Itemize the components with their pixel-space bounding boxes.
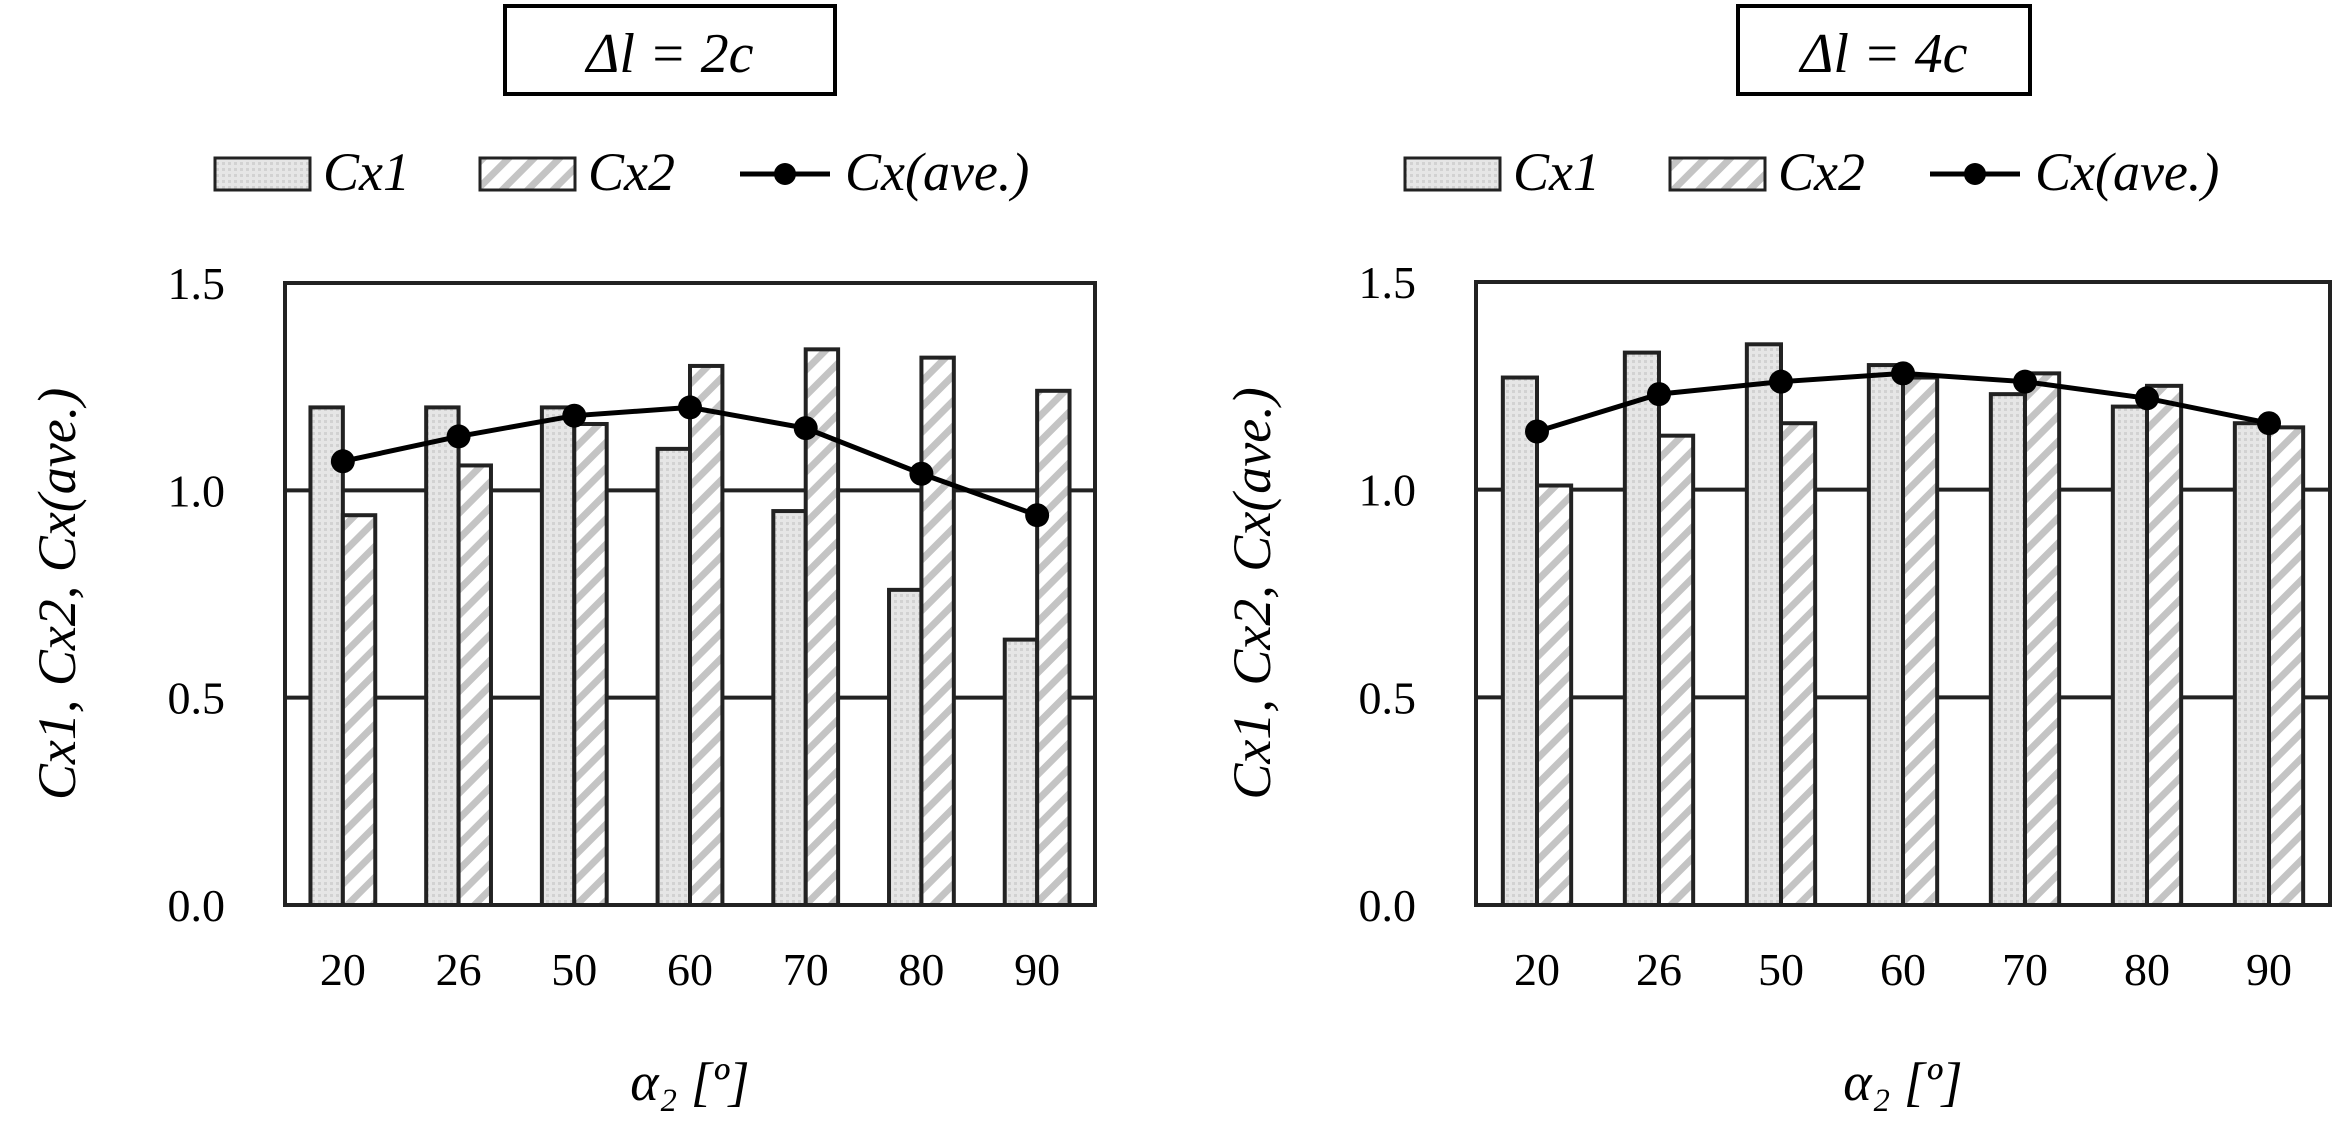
- plot-frame: [1474, 280, 2332, 907]
- bar-cx1-70: [771, 509, 808, 907]
- legend-label: Cx(ave.): [845, 142, 1029, 202]
- y-tick-label: 1.5: [1359, 257, 1417, 308]
- legend: Cx1 Cx2 Cx(ave.): [213, 142, 1029, 202]
- legend-label: Cx(ave.): [2035, 142, 2219, 202]
- average-point-80: [2135, 386, 2159, 411]
- average-point-60: [678, 395, 702, 420]
- bar-cx1-90: [2232, 421, 2272, 907]
- bar-cx1-20: [308, 405, 345, 907]
- average-point-50: [1769, 369, 1793, 394]
- bar-cx1-26: [424, 405, 461, 907]
- average-point-26: [1647, 382, 1671, 407]
- chart-title-box: [1736, 4, 2032, 96]
- bar-cx1-80: [887, 587, 924, 907]
- legend-label: Cx2: [1778, 142, 1865, 202]
- bar-cx1-26: [1622, 350, 1661, 907]
- x-tick-label: 50: [551, 944, 597, 995]
- bar-cx2-26: [1657, 433, 1696, 907]
- bar-cx1-60: [1866, 363, 1905, 908]
- x-tick-label: 90: [1014, 944, 1060, 995]
- x-tick-label: 80: [898, 944, 944, 995]
- legend-label: Cx2: [588, 142, 675, 202]
- x-axis-label: α₂ [º]: [630, 1052, 749, 1112]
- bar-cx2-80: [919, 355, 956, 907]
- x-tick-label: 70: [2002, 944, 2048, 995]
- x-tick-label: 20: [320, 944, 366, 995]
- x-tick-label: 70: [783, 944, 829, 995]
- legend-swatch-cx2: [1668, 156, 1767, 192]
- average-point-90: [1025, 503, 1050, 528]
- legend-dot-marker: [774, 163, 796, 185]
- bar-cx2-90: [1035, 388, 1072, 907]
- legend-swatch-cx2: [478, 156, 577, 192]
- y-tick-label: 1.5: [168, 258, 226, 309]
- x-tick-label: 80: [2124, 944, 2170, 995]
- bar-cx2-26: [456, 463, 493, 907]
- chart-panel-2: Δl = 4c Cx1 Cx2 Cx(ave.) 0.0 0.5 1.0 1.5 20 26 50 6…: [1222, 4, 2332, 1112]
- average-point-60: [1891, 361, 1915, 386]
- y-axis-label: Cx1, Cx2, Cx(ave.): [27, 388, 87, 800]
- legend-swatch-cx1: [1403, 156, 1502, 192]
- bar-cx2-60: [688, 363, 725, 907]
- x-tick-label: 90: [2246, 944, 2292, 995]
- plot-frame: [283, 281, 1097, 907]
- y-tick-label: 0.5: [1359, 672, 1417, 723]
- legend-label: Cx1: [323, 142, 410, 202]
- bar-cx2-50: [572, 421, 609, 907]
- y-axis-label: Cx1, Cx2, Cx(ave.): [1222, 387, 1282, 799]
- legend-swatch-cx1: [213, 156, 312, 192]
- y-tick-label: 1.0: [168, 465, 226, 516]
- x-tick-label: 26: [1636, 944, 1682, 995]
- x-tick-label: 20: [1514, 944, 1560, 995]
- bar-cx2-50: [1779, 421, 1818, 907]
- bar-cx2-90: [2267, 425, 2306, 907]
- chart-title: Δl = 2c: [584, 23, 753, 85]
- bar-cx1-50: [1744, 342, 1783, 907]
- legend: Cx1 Cx2 Cx(ave.): [1403, 142, 2219, 202]
- y-tick-label: 1.0: [1359, 465, 1417, 516]
- average-point-20: [1525, 419, 1549, 444]
- bar-cx2-70: [2023, 371, 2062, 907]
- bar-cx2-60: [1901, 375, 1940, 907]
- chart-panel-1: Δl = 2c Cx1 Cx2 Cx(ave.) 0.0 0.5 1.0 1.5 20 26 50 6…: [27, 4, 1097, 1112]
- bar-cx2-20: [340, 513, 378, 907]
- bar-cx2-80: [2145, 383, 2184, 908]
- x-axis-label: α₂ [º]: [1843, 1052, 1962, 1112]
- x-tick-label: 50: [1758, 944, 1804, 995]
- average-point-90: [2257, 411, 2281, 436]
- x-tick-label: 26: [436, 944, 482, 995]
- x-tick-label: 60: [667, 944, 713, 995]
- bar-cx1-70: [1988, 392, 2027, 907]
- y-tick-label: 0.0: [1359, 880, 1417, 931]
- bar-cx2-20: [1535, 483, 1574, 907]
- legend-dot-marker: [1964, 163, 1986, 185]
- bar-cx1-50: [539, 405, 577, 907]
- average-point-20: [330, 449, 355, 474]
- chart-title-box: [503, 4, 837, 96]
- legend-label: Cx1: [1513, 142, 1600, 202]
- average-point-80: [909, 461, 934, 486]
- bar-cx2-70: [803, 347, 841, 907]
- average-point-50: [562, 403, 587, 428]
- bar-cx1-80: [2110, 404, 2150, 907]
- average-point-26: [446, 424, 471, 449]
- x-tick-label: 60: [1880, 944, 1926, 995]
- chart-title: Δl = 4c: [1798, 23, 1967, 85]
- y-tick-label: 0.0: [168, 880, 226, 931]
- bar-cx1-60: [655, 446, 692, 907]
- y-tick-label: 0.5: [168, 673, 226, 724]
- bar-cx1-20: [1500, 375, 1539, 907]
- bar-cx1-90: [1002, 637, 1040, 907]
- average-point-70: [2013, 369, 2037, 394]
- average-point-70: [793, 416, 818, 441]
